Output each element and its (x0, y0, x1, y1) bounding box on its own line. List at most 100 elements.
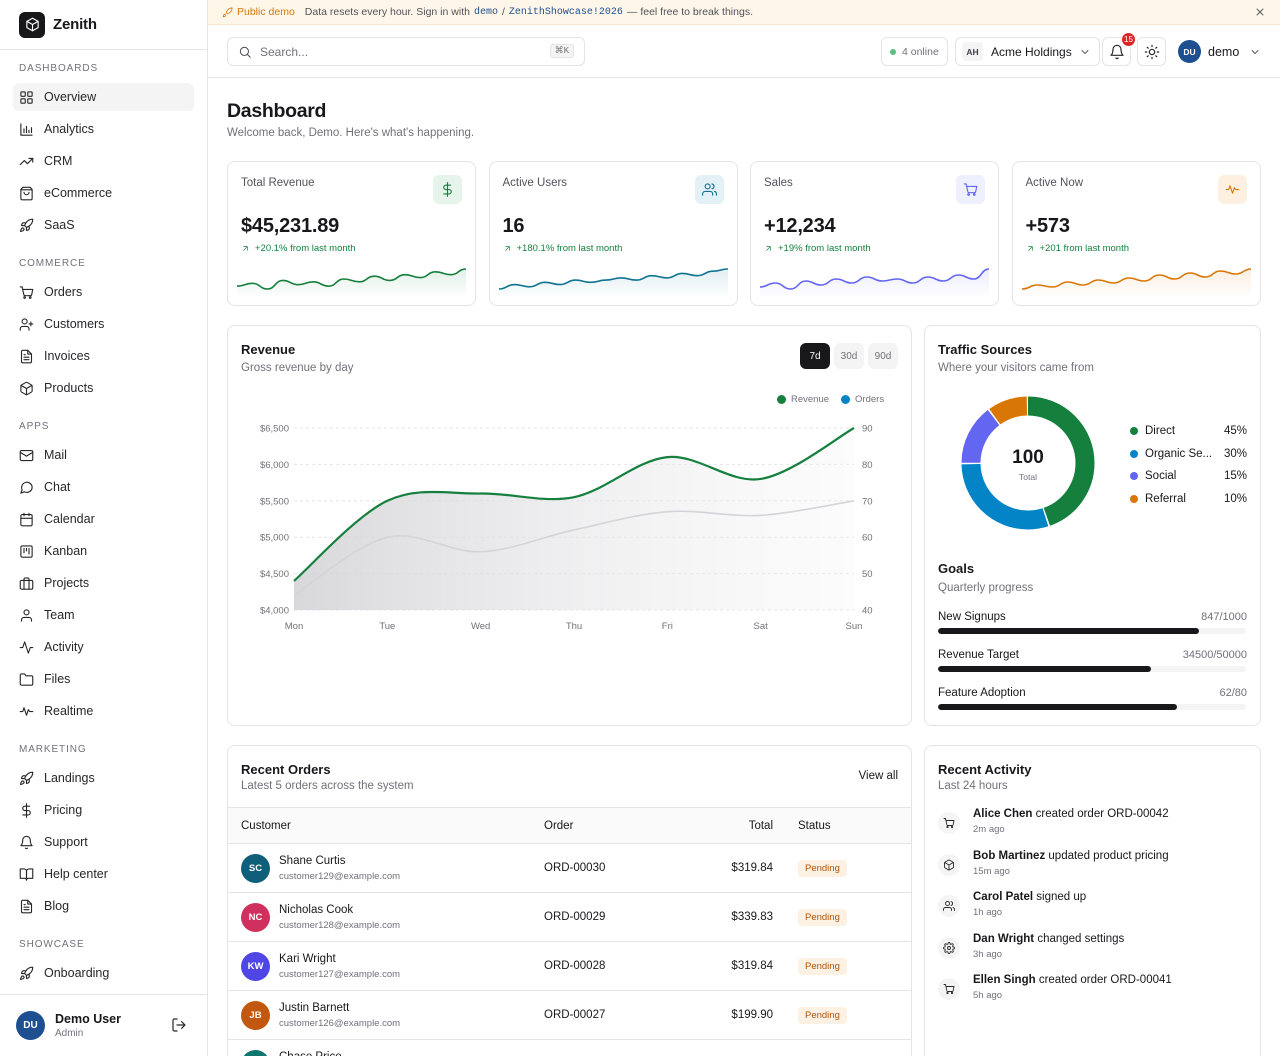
sidebar-item-projects[interactable]: Projects (13, 569, 194, 597)
logout-icon[interactable] (171, 1017, 187, 1033)
sidebar-item-label: Products (44, 381, 94, 395)
sidebar-item-analytics[interactable]: Analytics (13, 115, 194, 143)
table-row[interactable]: NC Nicholas Cook customer128@example.com OR… (228, 893, 911, 942)
card-subtitle: Last 24 hours (938, 780, 1008, 792)
sidebar-item-ecommerce[interactable]: eCommerce (13, 179, 194, 207)
avatar: DU (1178, 40, 1201, 63)
y-left-tick: $6,500 (260, 424, 289, 435)
banner-separator: / (501, 6, 505, 18)
sidebar-item-mail[interactable]: Mail (13, 441, 194, 469)
gear-icon (938, 936, 960, 959)
sparkline-area (498, 269, 728, 299)
sidebar-item-crm[interactable]: CRM (13, 147, 194, 175)
donut-slice[interactable] (961, 396, 1095, 530)
table-row[interactable]: JB Justin Barnett customer126@example.com O… (228, 991, 911, 1040)
rocket-icon (19, 966, 44, 981)
sidebar-item-files[interactable]: Files (13, 665, 194, 693)
theme-toggle-button[interactable] (1137, 37, 1166, 66)
sidebar-user[interactable]: DU Demo User Admin (0, 994, 207, 1056)
goal-label: New Signups (938, 611, 1006, 623)
user-name: demo (1208, 44, 1240, 59)
sidebar-item-pricing[interactable]: Pricing (13, 796, 194, 824)
sidebar-item-realtime[interactable]: Realtime (13, 697, 194, 725)
chevron-down-icon (1081, 50, 1089, 54)
legend-dot (1130, 472, 1138, 480)
sidebar-item-blog[interactable]: Blog (13, 892, 194, 920)
column-header[interactable]: Customer (241, 820, 291, 832)
sidebar-item-orders[interactable]: Orders (13, 278, 194, 306)
sidebar-item-activity[interactable]: Activity (13, 633, 194, 661)
pulse-icon (1217, 175, 1247, 204)
sidebar-item-invoices[interactable]: Invoices (13, 342, 194, 370)
user-menu[interactable]: DU demo (1178, 40, 1261, 63)
brand[interactable]: Zenith (0, 0, 207, 50)
sidebar-item-landings[interactable]: Landings (13, 764, 194, 792)
arrow-up-right-icon (1026, 244, 1040, 253)
online-indicator: 4 online (881, 37, 948, 66)
chart-legend: Revenue Orders (777, 394, 884, 405)
card-subtitle: Where your visitors came from (938, 362, 1094, 374)
bell-icon (1109, 44, 1125, 60)
column-header[interactable]: Order (544, 820, 574, 832)
sidebar-item-saas[interactable]: SaaS (13, 211, 194, 239)
kpi-card: Total Revenue $45,231.89 +20.1% from last … (227, 161, 476, 306)
y-left-tick: $6,000 (260, 460, 289, 471)
customer-email: customer126@example.com (279, 1018, 401, 1029)
sidebar-item-onboarding[interactable]: Onboarding (13, 959, 194, 987)
package-icon (938, 853, 960, 876)
traffic-source-name: Social (1145, 470, 1177, 482)
range-tab-30d[interactable]: 30d (834, 343, 864, 369)
sidebar-item-products[interactable]: Products (13, 374, 194, 402)
activity-time: 2m ago (973, 824, 1005, 835)
range-tab-7d[interactable]: 7d (800, 343, 830, 369)
sidebar-item-support[interactable]: Support (13, 828, 194, 856)
x-tick: Sat (754, 621, 769, 632)
goals-subtitle: Quarterly progress (938, 582, 1034, 594)
activity-actor: Ellen Singh (973, 974, 1036, 986)
sidebar-item-calendar[interactable]: Calendar (13, 505, 194, 533)
kanban-icon (19, 544, 44, 559)
table-row[interactable]: KW Kari Wright customer127@example.com ORD-… (228, 942, 911, 991)
cart-icon (938, 812, 960, 834)
user-icon (19, 608, 44, 623)
kpi-delta-text: +20.1% from last month (255, 243, 356, 254)
sidebar-item-kanban[interactable]: Kanban (13, 537, 194, 565)
traffic-source-name: Organic Se... (1145, 447, 1213, 460)
sidebar-item-overview[interactable]: Overview (13, 83, 194, 111)
traffic-source-pct: 10% (1223, 492, 1247, 505)
trending-up-icon (19, 154, 44, 169)
cart-icon (19, 285, 44, 300)
traffic-legend-item: Direct 45% (1130, 425, 1247, 437)
sidebar-item-customers[interactable]: Customers (13, 310, 194, 338)
org-switcher[interactable]: AH Acme Holdings (955, 37, 1100, 66)
sidebar-item-chat[interactable]: Chat (13, 473, 194, 501)
avatar: SC (241, 854, 270, 883)
range-tab-90d[interactable]: 90d (868, 343, 898, 369)
message-circle-icon (19, 480, 44, 495)
search-input[interactable]: Search... ⌘K (227, 37, 585, 66)
sidebar-item-label: Onboarding (44, 966, 110, 980)
kpi-label: Active Now (1025, 177, 1084, 189)
table-row[interactable]: SC Shane Curtis customer129@example.com ORD… (228, 844, 911, 893)
sidebar-item-team[interactable]: Team (13, 601, 194, 629)
goals-title: Goals (938, 561, 975, 576)
y-left-tick: $5,000 (260, 533, 289, 544)
sidebar-user-role: Admin (55, 1028, 84, 1039)
table-row[interactable]: CP Chase Price (228, 1040, 911, 1056)
mail-icon (19, 448, 44, 463)
goal-progress-bar (938, 666, 1246, 672)
status-badge: Pending (798, 909, 847, 926)
close-icon[interactable] (1254, 6, 1266, 18)
folder-icon (19, 672, 44, 687)
traffic-donut-chart (961, 396, 1095, 530)
notifications-button[interactable]: 15 (1102, 32, 1136, 66)
sidebar-item-help-center[interactable]: Help center (13, 860, 194, 888)
column-header[interactable]: Status (798, 820, 831, 832)
view-all-link[interactable]: View all (858, 770, 898, 782)
banner-user: demo (473, 6, 498, 18)
goal-progress-fill (938, 628, 1199, 634)
traffic-legend-item: Organic Se... 30% (1130, 448, 1247, 460)
donut-slice[interactable] (961, 396, 1095, 530)
column-header[interactable]: Total (748, 820, 773, 832)
arrow-up-right-icon (503, 244, 517, 253)
